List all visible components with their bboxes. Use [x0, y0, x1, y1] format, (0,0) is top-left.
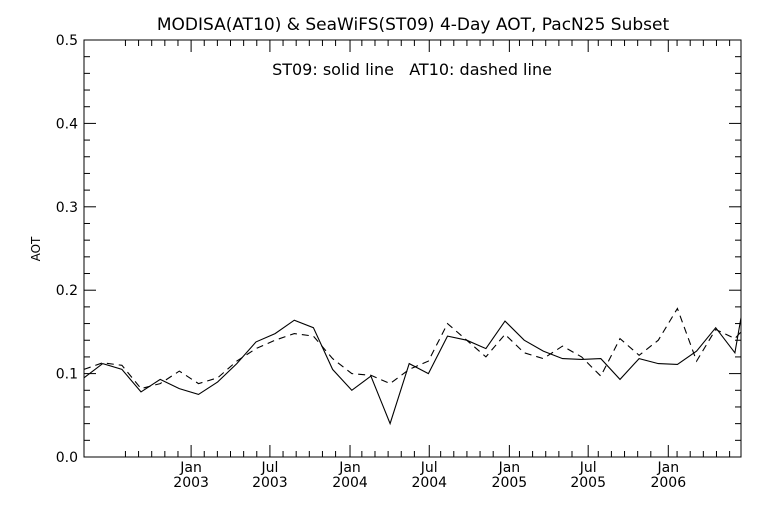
axes: 0.00.10.20.30.40.5Jan2003Jul2003Jan2004J… — [56, 33, 741, 491]
chart-title: MODISA(AT10) & SeaWiFS(ST09) 4-Day AOT, … — [157, 15, 670, 35]
series-style-annotation: ST09: solid line AT10: dashed line — [272, 60, 552, 79]
y-tick-label: 0.5 — [56, 33, 78, 49]
x-tick-label-year: 2003 — [173, 475, 209, 491]
x-tick-label-month: Jan — [338, 460, 361, 476]
y-tick-label: 0.0 — [56, 450, 78, 466]
x-tick-label-month: Jan — [498, 460, 521, 476]
x-tick-label-month: Jan — [179, 460, 202, 476]
x-tick-label-month: Jul — [260, 460, 278, 476]
y-tick-label: 0.1 — [56, 367, 78, 383]
series-group — [83, 307, 742, 426]
x-tick-label-year: 2003 — [252, 475, 288, 491]
y-axis-label: AOT — [29, 236, 43, 261]
x-tick-label-year: 2005 — [570, 475, 606, 491]
x-tick-label-month: Jul — [420, 460, 438, 476]
x-tick-label-year: 2004 — [411, 475, 447, 491]
y-tick-label: 0.3 — [56, 200, 78, 216]
series-line-st09 — [83, 317, 742, 426]
x-tick-label-year: 2004 — [332, 475, 368, 491]
y-tick-label: 0.2 — [56, 283, 78, 299]
plot-frame — [83, 39, 742, 458]
x-tick-label-month: Jan — [656, 460, 679, 476]
series-line-at10 — [83, 307, 742, 390]
y-tick-label: 0.4 — [56, 116, 78, 132]
x-tick-label-year: 2006 — [650, 475, 686, 491]
x-tick-label-month: Jul — [579, 460, 597, 476]
x-tick-label-year: 2005 — [492, 475, 528, 491]
